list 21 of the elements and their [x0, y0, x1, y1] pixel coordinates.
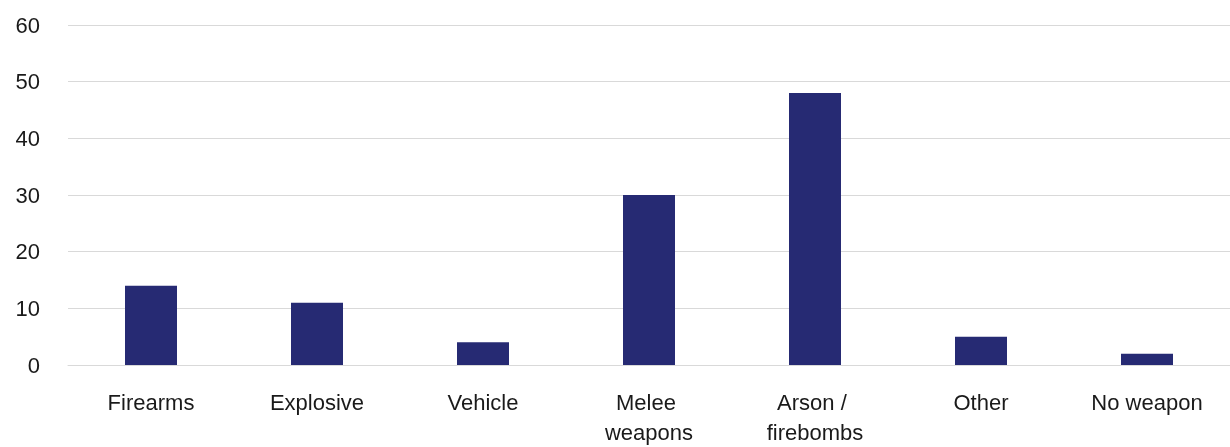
y-tick-label: 10	[15, 295, 40, 321]
x-tick-label: Arson / firebombs	[766, 389, 864, 445]
y-tick-label: 0	[27, 352, 40, 378]
bar	[789, 93, 841, 365]
x-tick-label: Firearms	[107, 389, 195, 415]
bar	[623, 195, 675, 365]
y-tick-label: 20	[15, 239, 40, 265]
x-tick-label: Melee weapons	[603, 389, 694, 445]
bar	[125, 285, 177, 365]
x-tick-label: Explosive	[269, 389, 365, 415]
x-tick-label: No weapon	[1091, 389, 1203, 415]
bar	[1121, 353, 1173, 365]
y-tick-label: 60	[15, 12, 40, 38]
bar	[955, 336, 1007, 365]
y-tick-label: 50	[15, 69, 40, 95]
y-tick-label: 40	[15, 125, 40, 151]
x-tick-label: Other	[953, 389, 1009, 415]
bar	[457, 342, 509, 365]
bar	[291, 302, 343, 365]
x-tick-label: Vehicle	[447, 389, 519, 415]
y-tick-label: 30	[15, 182, 40, 208]
